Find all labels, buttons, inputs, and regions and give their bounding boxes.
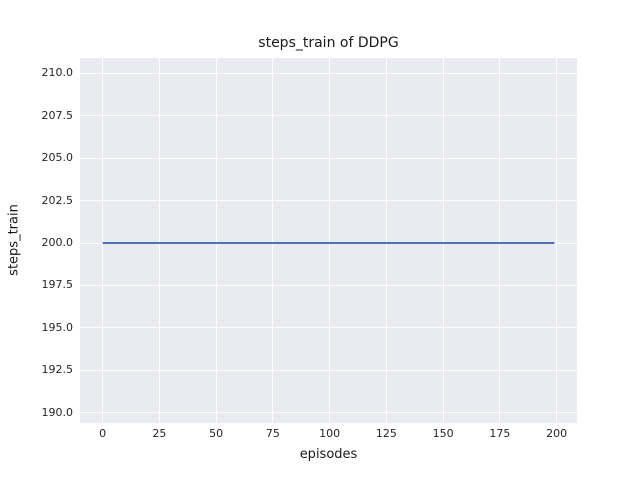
x-gridline [158, 58, 160, 423]
x-gridline [102, 58, 104, 423]
x-tick-label: 200 [546, 427, 568, 440]
y-tick-label: 195.0 [41, 320, 74, 334]
plot-area [80, 58, 577, 423]
x-tick-label: 125 [375, 427, 397, 440]
x-tick-label: 75 [265, 427, 280, 440]
x-tick-label: 175 [489, 427, 511, 440]
x-tick-label: 150 [432, 427, 454, 440]
y-tick-label: 202.5 [41, 193, 74, 207]
y-gridline [80, 157, 577, 159]
y-tick-label: 210.0 [41, 66, 74, 80]
y-gridline [80, 284, 577, 286]
x-tick-label: 0 [99, 427, 107, 440]
y-gridline [80, 72, 577, 74]
y-tick-label: 197.5 [41, 278, 74, 292]
x-gridline [329, 58, 331, 423]
x-gridline [442, 58, 444, 423]
y-tick-label: 207.5 [41, 108, 74, 122]
x-gridline [215, 58, 217, 423]
series-layer [102, 242, 555, 245]
chart-title: steps_train of DDPG [258, 35, 399, 51]
x-tick-label: 50 [209, 427, 224, 440]
x-axis-label: episodes [299, 447, 358, 462]
y-gridline [80, 412, 577, 414]
y-gridline [80, 369, 577, 371]
x-tick-label: 25 [152, 427, 167, 440]
x-gridline [385, 58, 387, 423]
x-tick-label: 100 [319, 427, 341, 440]
y-gridline [80, 327, 577, 329]
y-tick-label: 205.0 [41, 151, 74, 165]
y-tick-label: 192.5 [41, 363, 74, 377]
x-gridline [272, 58, 274, 423]
y-gridline [80, 115, 577, 117]
x-gridline [499, 58, 501, 423]
y-tick-label: 190.0 [41, 405, 74, 419]
y-gridline [80, 200, 577, 202]
x-gridline [556, 58, 558, 423]
y-tick-label: 200.0 [41, 236, 74, 250]
